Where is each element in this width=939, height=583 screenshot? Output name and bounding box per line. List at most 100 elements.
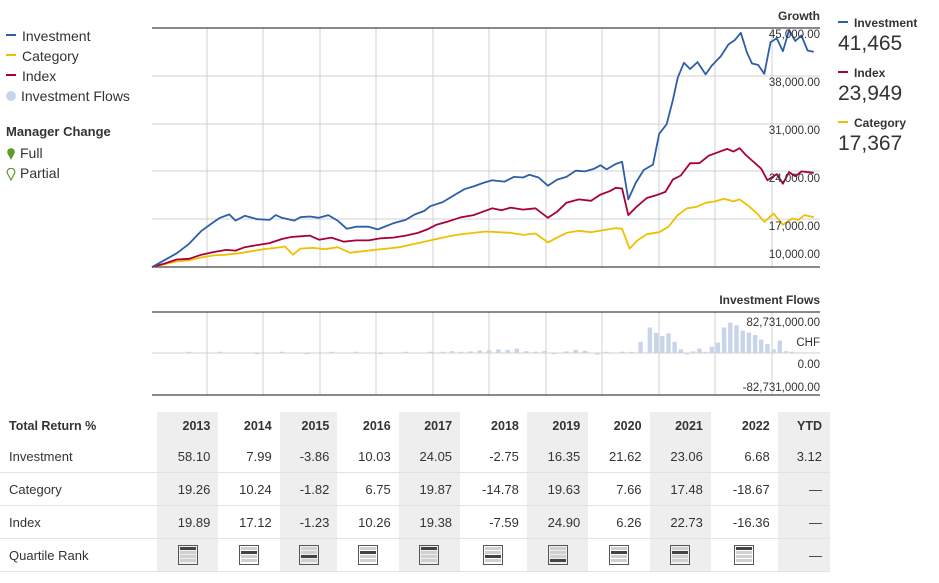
table-cell: 19.38 xyxy=(398,505,461,539)
table-cell: 7.66 xyxy=(588,472,650,506)
flow-bar xyxy=(790,351,795,353)
right-legend-investment-label: Investment xyxy=(854,16,918,30)
flows-y-tick: 82,731,000.00 xyxy=(746,317,820,329)
legend-category[interactable]: Category xyxy=(6,46,130,66)
right-legend-category-swatch xyxy=(838,120,848,123)
table-cell: — xyxy=(777,505,830,539)
manager-change-title: Manager Change xyxy=(6,124,111,139)
table-cell: — xyxy=(777,472,830,506)
partial-pin-icon xyxy=(6,167,16,182)
growth-title: Growth xyxy=(778,9,820,23)
flow-bar xyxy=(660,336,665,353)
flow-bar xyxy=(486,350,492,353)
table-cell: -18.67 xyxy=(710,472,778,506)
flow-bar xyxy=(329,351,334,353)
flow-bar xyxy=(505,349,510,353)
flow-bar xyxy=(728,322,733,353)
flow-bar xyxy=(629,351,634,353)
legend-index-label: Index xyxy=(22,68,57,84)
right-legend-index-swatch xyxy=(838,70,848,73)
column-header: 2021 xyxy=(649,412,711,440)
quartile-rank-icon xyxy=(239,545,260,565)
column-header: 2016 xyxy=(362,419,391,433)
table-cell xyxy=(526,538,589,572)
table-cell xyxy=(588,538,650,572)
table-cell: 19.26 xyxy=(157,472,219,506)
table-cell: 6.68 xyxy=(710,440,778,473)
table-cell: 58.10 xyxy=(157,440,219,473)
table-cell: -16.36 xyxy=(710,505,778,539)
flow-bar xyxy=(353,351,359,353)
right-legend-category: Category 17,367 xyxy=(838,116,938,156)
column-header: 2020 xyxy=(613,419,642,433)
flow-bar xyxy=(378,353,384,355)
legend-index[interactable]: Index xyxy=(6,66,130,86)
flows-bars xyxy=(186,322,795,355)
quartile-rank-icon xyxy=(483,545,504,565)
table-cell: -2.75 xyxy=(460,440,527,473)
table-cell: -3.86 xyxy=(279,440,338,473)
table-header-row: Total Return % 2013 2014 2015 2016 2017 2018 20… xyxy=(0,412,830,440)
legend-investment-swatch xyxy=(6,34,16,37)
flow-bar xyxy=(715,342,721,353)
legend-index-swatch xyxy=(6,74,16,77)
column-header: 2017 xyxy=(398,412,461,440)
legend-manager-full[interactable]: Full xyxy=(6,143,130,163)
right-legend-index-value: 23,949 xyxy=(838,82,903,105)
column-header: 2014 xyxy=(243,419,272,433)
total-return-table: Total Return % 2013 2014 2015 2016 2017 2018 20… xyxy=(0,412,830,572)
legend-investment-label: Investment xyxy=(22,28,91,44)
flow-bar xyxy=(759,339,764,353)
table-cell xyxy=(337,538,399,572)
flow-bar xyxy=(477,350,482,353)
table-cell xyxy=(398,538,461,572)
table-cell: -1.23 xyxy=(279,505,338,539)
quartile-rank-icon xyxy=(177,545,198,565)
flow-bar xyxy=(496,349,501,353)
flow-bar xyxy=(691,351,696,353)
flow-bar xyxy=(459,351,464,353)
growth-y-tick: 10,000.00 xyxy=(769,249,820,261)
table-cell: 17.12 xyxy=(218,505,280,539)
legend-category-label: Category xyxy=(22,48,79,64)
flow-bar xyxy=(573,349,578,353)
table-cell: -7.59 xyxy=(460,505,527,539)
flow-bar xyxy=(678,349,683,353)
row-label: Index xyxy=(0,505,157,539)
flow-bar xyxy=(186,351,192,353)
flow-bar xyxy=(551,353,557,355)
flow-bar xyxy=(746,332,752,353)
legend-flows[interactable]: Investment Flows xyxy=(6,86,130,106)
growth-y-tick: 24,000.00 xyxy=(769,173,820,185)
legend-investment[interactable]: Investment xyxy=(6,26,130,46)
table-cell: 10.03 xyxy=(337,440,399,473)
growth-y-tick: 45,000.00 xyxy=(769,29,820,41)
table-title: Total Return % xyxy=(9,419,97,433)
quartile-rank-icon xyxy=(298,545,319,565)
flow-bar xyxy=(647,327,653,353)
flow-bar xyxy=(279,351,285,353)
flow-bar xyxy=(449,351,455,353)
table-cell xyxy=(279,538,338,572)
quartile-rank-row: Quartile Rank — xyxy=(0,538,830,572)
table-row: Category 19.26 10.24 -1.82 6.75 19.87 -14.78 19… xyxy=(0,472,830,506)
row-label: Quartile Rank xyxy=(0,538,157,572)
flow-bar xyxy=(783,351,789,353)
legend-category-swatch xyxy=(6,54,16,57)
right-legend-index-label: Index xyxy=(854,66,886,80)
table-cell: 10.26 xyxy=(337,505,399,539)
table-cell: 3.12 xyxy=(777,440,830,473)
table-cell: 17.48 xyxy=(649,472,711,506)
flow-bar xyxy=(709,346,714,353)
legend-manager-partial[interactable]: Partial xyxy=(6,163,130,183)
quartile-rank-icon xyxy=(670,545,691,565)
flow-bar xyxy=(595,353,600,355)
chart-canvas: 45,000.00 38,000.00 31,000.00 24,000.00 17,0… xyxy=(151,9,820,396)
column-header: 2015 xyxy=(279,412,338,440)
flow-bar xyxy=(672,341,677,353)
flow-bar xyxy=(582,350,588,353)
table-cell: 24.90 xyxy=(526,505,589,539)
quartile-rank-icon xyxy=(419,545,440,565)
flow-bar xyxy=(514,348,520,353)
table-cell: 6.75 xyxy=(337,472,399,506)
